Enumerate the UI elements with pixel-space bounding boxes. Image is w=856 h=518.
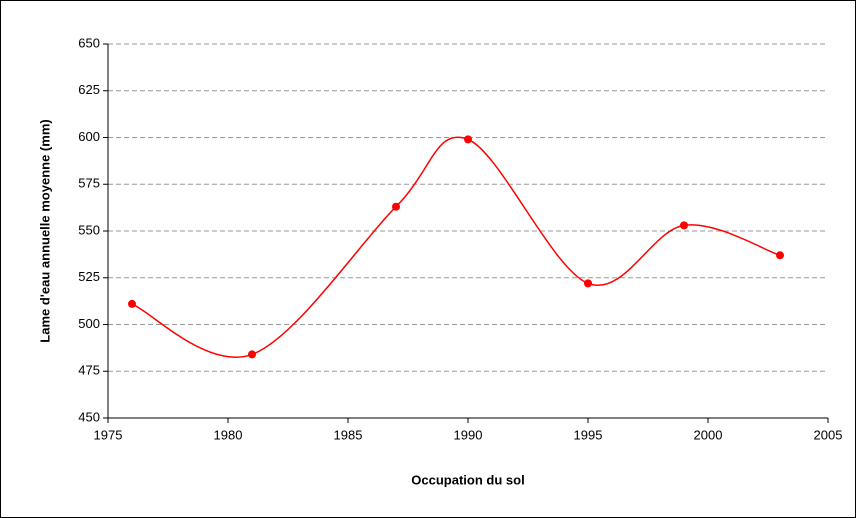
x-tick-label: 1980 (214, 427, 243, 442)
y-tick-label: 450 (78, 409, 100, 424)
y-tick-label: 575 (78, 176, 100, 191)
y-tick-label: 625 (78, 82, 100, 97)
x-axis-title: Occupation du sol (411, 472, 524, 487)
y-tick-label: 475 (78, 363, 100, 378)
y-axis-title: Lame d'eau annuelle moyenne (mm) (37, 119, 52, 342)
x-tick-label: 1990 (454, 427, 483, 442)
x-tick-label: 1985 (334, 427, 363, 442)
x-tick-label: 2000 (694, 427, 723, 442)
y-tick-label: 525 (78, 269, 100, 284)
x-tick-label: 2005 (814, 427, 843, 442)
data-point (680, 221, 688, 230)
data-point (584, 279, 592, 288)
y-tick-label: 500 (78, 316, 100, 331)
y-tick-label: 600 (78, 129, 100, 144)
data-point (128, 299, 136, 308)
data-point (392, 202, 400, 211)
x-tick-label: 1995 (574, 427, 603, 442)
x-tick-label: 1975 (94, 427, 123, 442)
data-point (776, 251, 784, 260)
data-point (248, 350, 256, 359)
y-tick-label: 550 (78, 222, 100, 237)
data-point (464, 135, 472, 144)
y-tick-label: 650 (78, 35, 100, 50)
